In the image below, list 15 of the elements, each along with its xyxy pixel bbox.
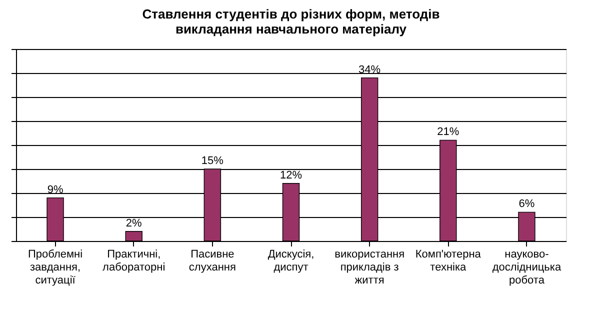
data-label: 21% bbox=[437, 126, 460, 138]
x-tick-label: науково-дослідницька робота bbox=[492, 248, 562, 286]
data-label: 15% bbox=[201, 155, 224, 167]
x-tick-label: використання прикладів з життя bbox=[334, 248, 405, 286]
x-tick-label: Комп'ютерна техніка bbox=[415, 248, 482, 274]
data-label: 9% bbox=[47, 184, 64, 196]
data-label: 12% bbox=[280, 169, 302, 182]
data-label: 6% bbox=[518, 198, 535, 210]
x-tick-label: Пасивне слухання bbox=[188, 248, 236, 274]
x-tick-label: Проблемні завдання, ситуації bbox=[28, 248, 83, 286]
x-tick-label: Дискусія, диспут bbox=[268, 248, 314, 274]
data-label: 2% bbox=[126, 217, 142, 230]
data-label: 34% bbox=[358, 64, 381, 76]
x-tick-label: Практичні, лабораторні bbox=[102, 248, 166, 274]
chart-title: Ставлення студентів до різних форм, методів викладання навчального матеріалу bbox=[142, 6, 440, 36]
